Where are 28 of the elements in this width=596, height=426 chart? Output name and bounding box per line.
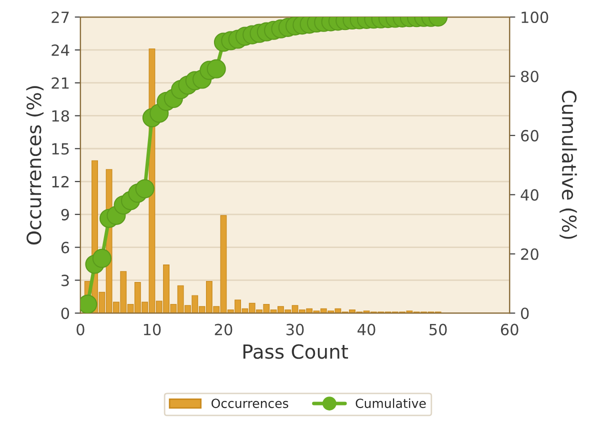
y-axis-title: Occurrences (%): [26, 86, 44, 245]
x-tick-label: 10: [144, 324, 161, 336]
y2-tick-label: 0: [521, 308, 529, 320]
y-tick-label: 12: [52, 176, 69, 188]
y-tick-label: 27: [52, 12, 69, 23]
y-tick-label: 15: [52, 143, 69, 155]
x-tick-label: 50: [430, 324, 447, 336]
y-tick-label: 9: [61, 208, 69, 220]
y2-tick-label: 60: [521, 130, 538, 142]
y2-tick-label: 40: [520, 189, 538, 201]
x-tick-label: 0: [76, 324, 84, 336]
x-tick-label: 40: [358, 324, 376, 336]
y2-tick-label: 100: [522, 12, 548, 24]
legend-label: Cumulative: [356, 398, 426, 408]
y2-axis-title: Cumulative (%): [560, 90, 577, 239]
y2-tick-label: 80: [521, 70, 538, 82]
x-tick-label: 20: [214, 324, 232, 336]
legend-label: Occurrences: [212, 398, 288, 408]
x-axis-title: Pass Count: [243, 344, 348, 359]
y-tick-label: 24: [52, 44, 70, 56]
y-tick-label: 6: [61, 242, 70, 254]
x-tick-label: 60: [500, 324, 518, 336]
y-tick-label: 3: [61, 274, 69, 286]
y-tick-label: 18: [52, 110, 69, 122]
y-tick-label: 21: [52, 77, 69, 89]
x-tick-label: 30: [286, 324, 304, 336]
y2-tick-label: 20: [521, 248, 538, 260]
y-tick-label: 0: [61, 308, 70, 320]
